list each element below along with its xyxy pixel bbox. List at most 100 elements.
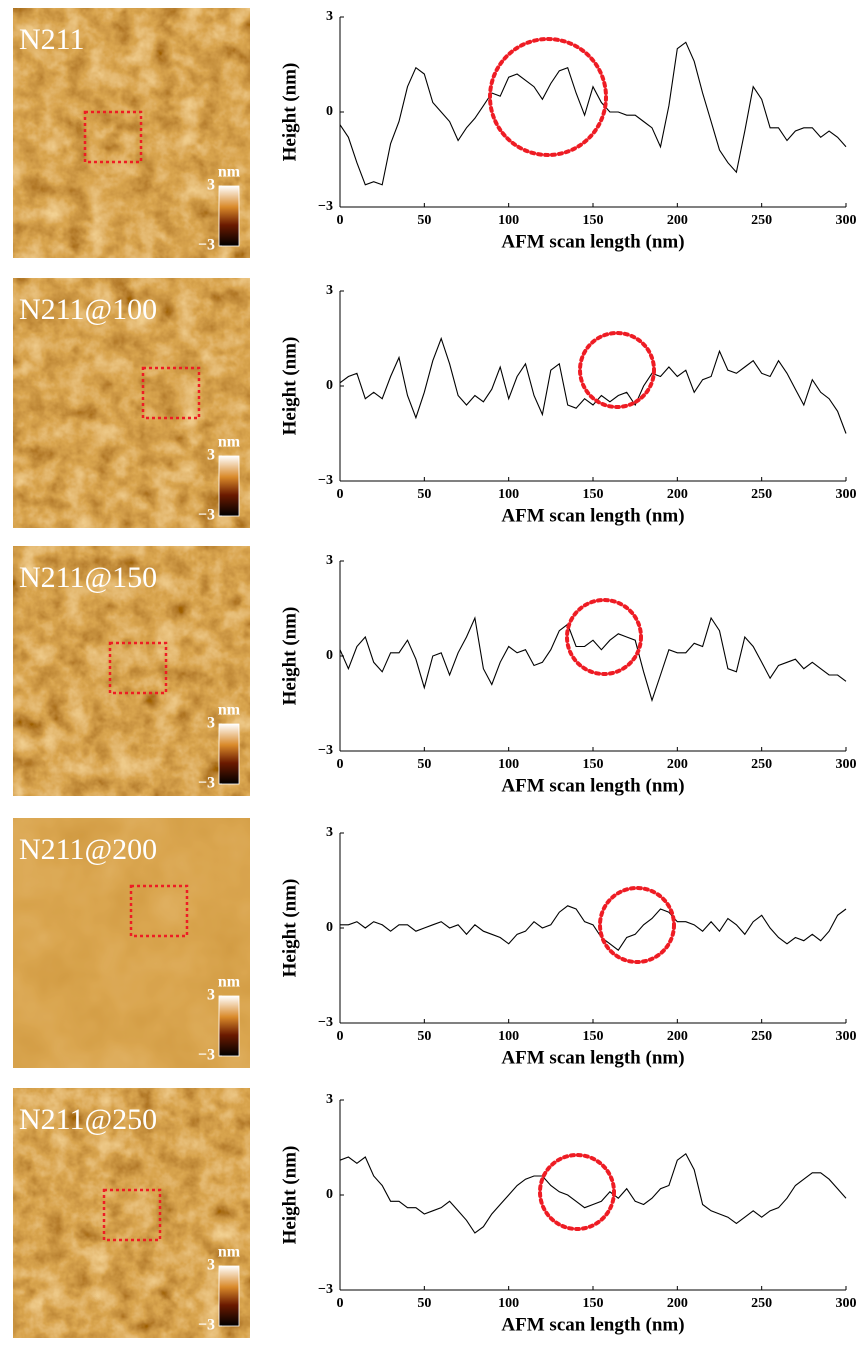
colorbar <box>218 995 240 1057</box>
highlight-circle <box>578 331 656 409</box>
profile-line <box>339 336 847 434</box>
x-tick-label: 100 <box>498 757 519 772</box>
x-tick-label: 100 <box>498 1029 519 1044</box>
y-tick-label: 0 <box>326 648 333 663</box>
image-label: N211@250 <box>19 1103 157 1136</box>
x-tick-label: 250 <box>751 213 772 228</box>
x-tick-label: 100 <box>498 1296 519 1311</box>
x-tick-label: 150 <box>583 213 604 228</box>
x-tick-label: 300 <box>836 1029 857 1044</box>
x-tick-label: 100 <box>498 487 519 502</box>
y-tick-label: 0 <box>326 378 333 393</box>
y-axis-label: Height (nm) <box>279 879 300 978</box>
y-tick-label: 3 <box>326 553 333 568</box>
y-tick-label: 3 <box>326 9 333 24</box>
y-axis-label: Height (nm) <box>279 607 300 706</box>
region-box <box>129 884 189 938</box>
x-tick-label: 300 <box>836 757 857 772</box>
x-tick-label: 100 <box>498 213 519 228</box>
x-tick-label: 50 <box>417 1296 431 1311</box>
y-tick-label: 3 <box>326 283 333 298</box>
x-tick-label: 300 <box>836 487 857 502</box>
region-box <box>83 110 143 164</box>
x-tick-label: 150 <box>583 757 604 772</box>
x-tick-label: 200 <box>667 487 688 502</box>
afm-image <box>13 1088 250 1338</box>
x-tick-label: 0 <box>337 213 344 228</box>
x-tick-label: 200 <box>667 213 688 228</box>
region-box <box>102 1188 162 1242</box>
y-tick-label: 0 <box>326 104 333 119</box>
x-tick-label: 150 <box>583 1029 604 1044</box>
image-label: N211@150 <box>19 561 157 594</box>
x-tick-label: 300 <box>836 213 857 228</box>
image-label: N211 <box>19 23 85 56</box>
image-label: N211@100 <box>19 293 157 326</box>
colorbar-tick-label: −3 <box>198 775 215 792</box>
x-tick-label: 200 <box>667 1029 688 1044</box>
y-tick-label: −3 <box>318 473 333 488</box>
x-tick-label: 0 <box>337 487 344 502</box>
image-label: N211@200 <box>19 833 157 866</box>
colorbar-unit: nm <box>218 974 241 991</box>
highlight-circle <box>538 1153 616 1231</box>
x-tick-label: 200 <box>667 757 688 772</box>
x-tick-label: 0 <box>337 1296 344 1311</box>
colorbar-tick-label: 3 <box>207 177 215 194</box>
afm-image <box>13 278 250 528</box>
x-axis-label: AFM scan length (nm) <box>501 775 684 796</box>
y-tick-label: 0 <box>326 1187 333 1202</box>
x-tick-label: 200 <box>667 1296 688 1311</box>
y-tick-label: −3 <box>318 199 333 214</box>
x-tick-label: 150 <box>583 487 604 502</box>
profile-line <box>339 616 847 703</box>
highlight-circle <box>598 886 676 964</box>
x-axis-label: AFM scan length (nm) <box>501 1047 684 1068</box>
x-axis-label: AFM scan length (nm) <box>501 505 684 526</box>
colorbar-tick-label: −3 <box>198 237 215 254</box>
colorbar <box>218 185 240 247</box>
region-box <box>108 641 168 695</box>
x-tick-label: 250 <box>751 1296 772 1311</box>
x-tick-label: 50 <box>417 757 431 772</box>
y-tick-label: 0 <box>326 920 333 935</box>
x-tick-label: 250 <box>751 487 772 502</box>
x-tick-label: 250 <box>751 1029 772 1044</box>
x-tick-label: 150 <box>583 1296 604 1311</box>
afm-image <box>13 546 250 796</box>
colorbar <box>218 723 240 785</box>
x-tick-label: 250 <box>751 757 772 772</box>
colorbar-tick-label: −3 <box>198 507 215 524</box>
y-axis-label: Height (nm) <box>279 337 300 436</box>
y-tick-label: 3 <box>326 825 333 840</box>
highlight-circle <box>565 598 643 676</box>
colorbar-unit: nm <box>218 164 241 181</box>
x-tick-label: 0 <box>337 1029 344 1044</box>
colorbar-unit: nm <box>218 1244 241 1261</box>
colorbar-tick-label: −3 <box>198 1317 215 1334</box>
profile-line <box>340 905 847 951</box>
profile-line <box>339 41 847 186</box>
colorbar-unit: nm <box>218 434 241 451</box>
y-tick-label: −3 <box>318 1282 333 1297</box>
colorbar-tick-label: 3 <box>207 1257 215 1274</box>
colorbar-tick-label: 3 <box>207 987 215 1004</box>
colorbar <box>218 455 240 517</box>
x-axis-label: AFM scan length (nm) <box>501 1314 684 1335</box>
x-tick-label: 50 <box>417 1029 431 1044</box>
highlight-circle <box>488 37 608 157</box>
colorbar <box>218 1265 240 1327</box>
y-axis-label: Height (nm) <box>279 1146 300 1245</box>
profile-line <box>339 1152 847 1234</box>
afm-image <box>13 818 250 1068</box>
region-box <box>141 366 201 420</box>
x-tick-label: 50 <box>417 213 431 228</box>
y-axis-label: Height (nm) <box>279 63 300 162</box>
colorbar-tick-label: −3 <box>198 1047 215 1064</box>
y-tick-label: 3 <box>326 1092 333 1107</box>
x-axis-label: AFM scan length (nm) <box>501 231 684 252</box>
x-tick-label: 300 <box>836 1296 857 1311</box>
colorbar-tick-label: 3 <box>207 715 215 732</box>
colorbar-unit: nm <box>218 702 241 719</box>
